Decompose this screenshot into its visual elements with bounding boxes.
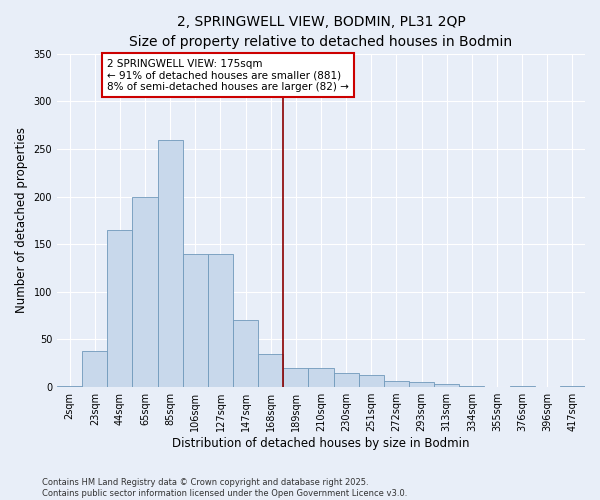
Bar [107,230,133,387]
Bar [384,382,409,387]
Bar [133,196,158,387]
Bar [308,368,334,387]
Text: 2 SPRINGWELL VIEW: 175sqm
← 91% of detached houses are smaller (881)
8% of semi-: 2 SPRINGWELL VIEW: 175sqm ← 91% of detac… [107,58,349,92]
Bar [509,386,535,387]
Y-axis label: Number of detached properties: Number of detached properties [15,128,28,314]
Bar [459,386,484,387]
Bar [233,320,258,387]
Bar [208,254,233,387]
Title: 2, SPRINGWELL VIEW, BODMIN, PL31 2QP
Size of property relative to detached house: 2, SPRINGWELL VIEW, BODMIN, PL31 2QP Siz… [130,15,512,48]
Bar [258,354,283,387]
Bar [57,386,82,387]
Bar [409,382,434,387]
Bar [560,386,585,387]
X-axis label: Distribution of detached houses by size in Bodmin: Distribution of detached houses by size … [172,437,470,450]
Text: Contains HM Land Registry data © Crown copyright and database right 2025.
Contai: Contains HM Land Registry data © Crown c… [42,478,407,498]
Bar [434,384,459,387]
Bar [334,373,359,387]
Bar [359,374,384,387]
Bar [283,368,308,387]
Bar [183,254,208,387]
Bar [158,140,183,387]
Bar [82,351,107,387]
